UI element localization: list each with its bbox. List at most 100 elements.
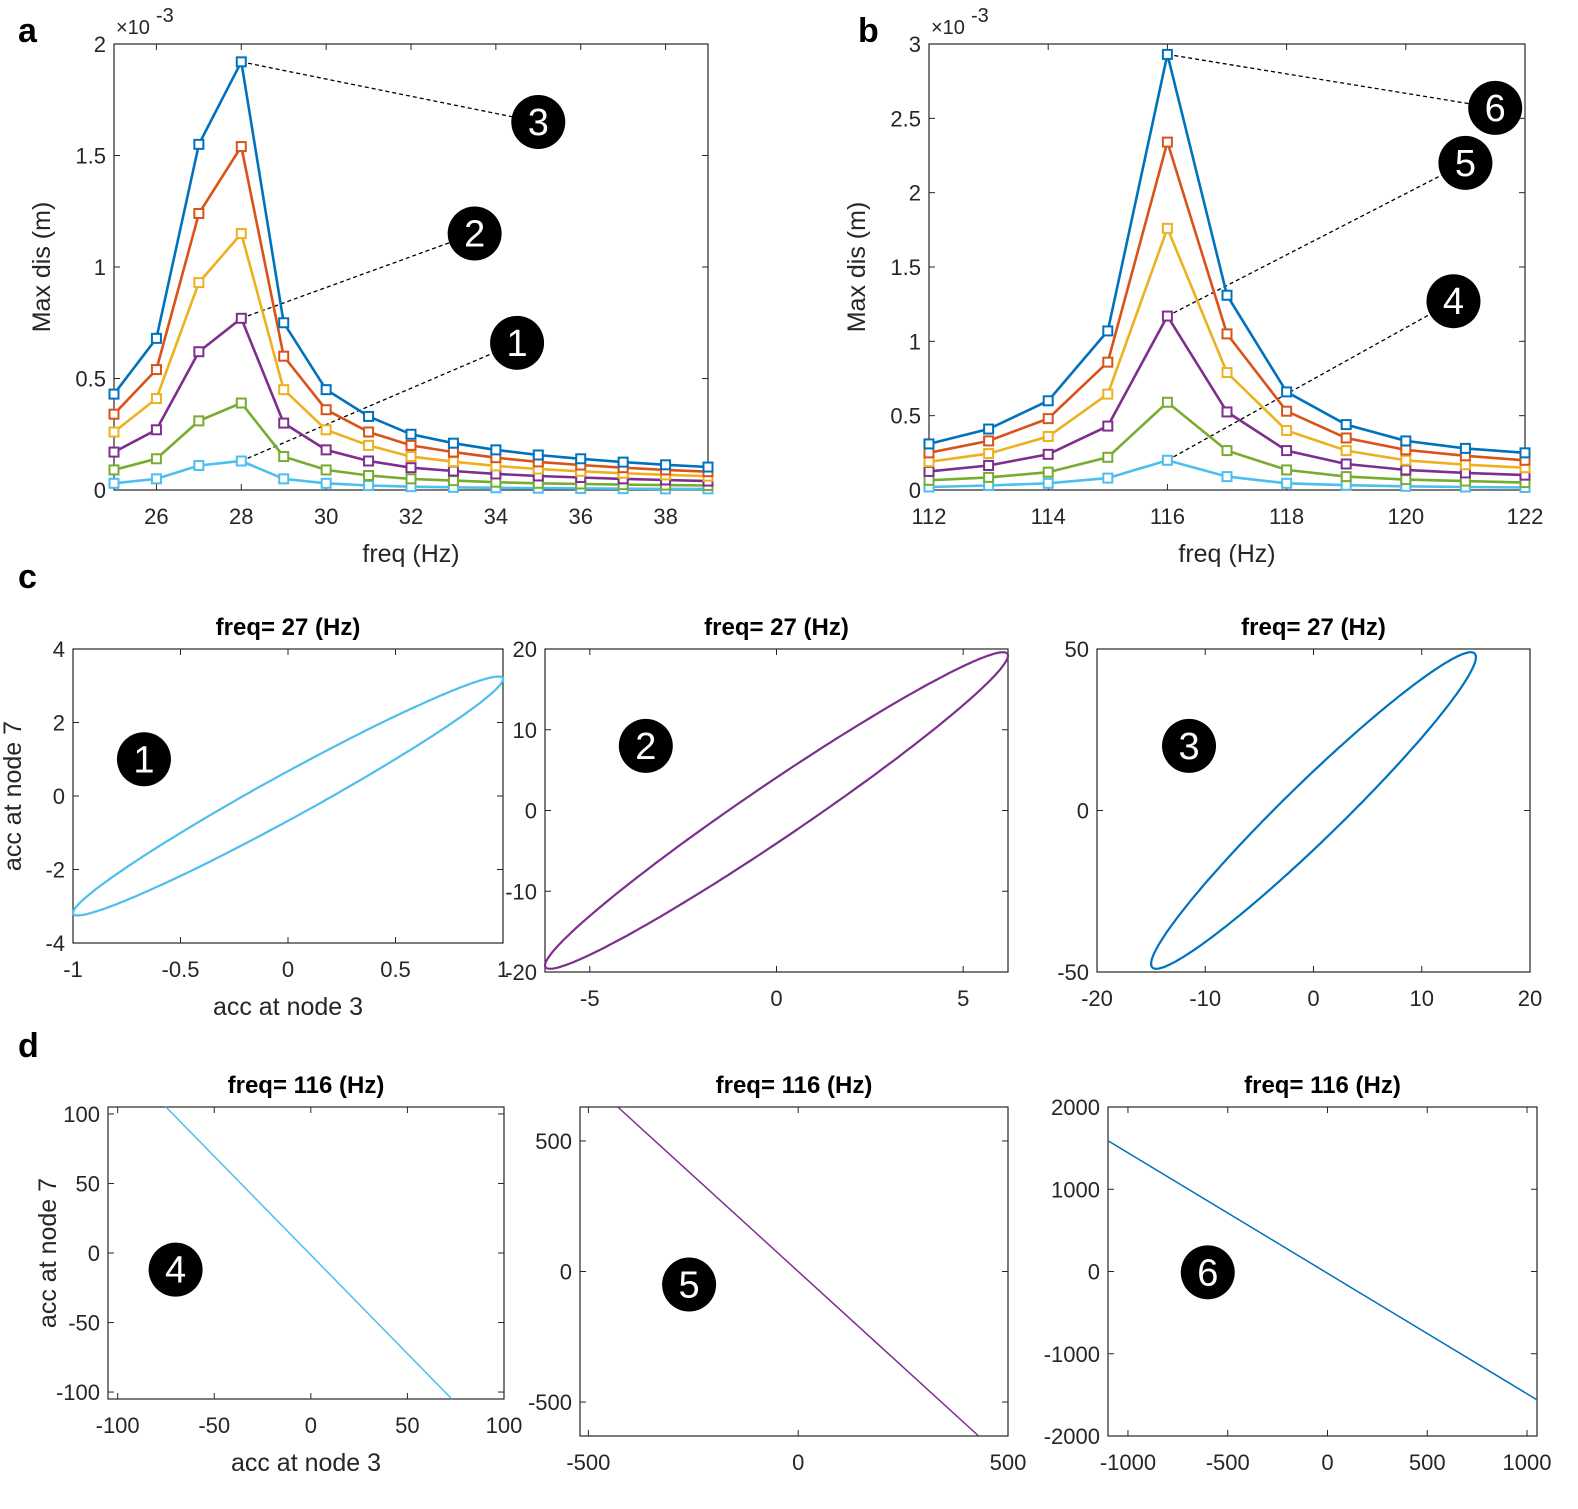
- plot-title: freq= 116 (Hz): [716, 1072, 873, 1099]
- x-tick-label: 116: [1150, 504, 1185, 529]
- data-point: [320, 477, 332, 489]
- data-point: [405, 439, 417, 451]
- data-point: [235, 228, 247, 240]
- data-point: [193, 415, 205, 427]
- y-tick-label: 1000: [1051, 1177, 1100, 1202]
- data-point: [363, 426, 375, 438]
- series-6: [923, 48, 1531, 459]
- data-point: [363, 439, 375, 451]
- y-tick-label: 2000: [1051, 1095, 1100, 1120]
- data-point: [108, 464, 120, 476]
- badge-circle: [1438, 135, 1493, 190]
- y-tick-label: 2: [53, 711, 65, 736]
- badge-circle: [618, 718, 673, 773]
- x-tick-label: -20: [1081, 986, 1113, 1011]
- data-point: [405, 462, 417, 474]
- y-tick-label: -500: [528, 1390, 572, 1415]
- phase-line: [165, 1106, 453, 1400]
- y-tick-label: -10: [505, 879, 537, 904]
- plot-title: freq= 27 (Hz): [1241, 614, 1386, 641]
- x-tick-label: -10: [1189, 986, 1221, 1011]
- data-point: [235, 397, 247, 409]
- x-tick-label: 30: [314, 504, 338, 529]
- data-point: [1400, 464, 1412, 476]
- callout-badge-3: 3: [511, 95, 566, 150]
- y-tick-label: 0: [94, 478, 106, 503]
- panel-d3: -1000 -500 0 500 1000-2000-1000010002000freq…: [1044, 1072, 1552, 1475]
- x-tick-label: -50: [198, 1413, 230, 1438]
- data-point: [1281, 477, 1293, 489]
- data-point: [1161, 454, 1173, 466]
- callout-line-2: [241, 232, 475, 319]
- y-axis-label: acc at node 7: [0, 721, 27, 871]
- badge-number: 1: [507, 323, 528, 365]
- plot-badge-3: 3: [1162, 718, 1217, 773]
- data-point: [447, 456, 459, 468]
- x-tick-label: 0: [282, 957, 294, 982]
- y-tick-label: 1.5: [75, 144, 106, 169]
- badge-number: 5: [1455, 143, 1476, 185]
- data-point: [1161, 310, 1173, 322]
- data-point: [320, 444, 332, 456]
- data-point: [150, 473, 162, 485]
- phase-loop: [1149, 651, 1478, 970]
- callout-line-3: [241, 61, 539, 123]
- y-tick-label: 0: [1077, 799, 1089, 824]
- data-point: [1102, 325, 1114, 337]
- panel-label-b: b: [858, 12, 879, 50]
- callout-badge-2: 2: [447, 206, 502, 261]
- data-point: [447, 446, 459, 458]
- y-tick-label: 1: [94, 255, 106, 280]
- data-point: [1400, 444, 1412, 456]
- data-point: [1102, 388, 1114, 400]
- y-tick-label: 0: [909, 478, 921, 503]
- data-point: [923, 456, 935, 468]
- y-tick-label: 2: [94, 32, 106, 57]
- data-point: [278, 384, 290, 396]
- data-point: [1042, 395, 1054, 407]
- data-point: [447, 475, 459, 487]
- data-point: [1221, 328, 1233, 340]
- y-tick-label: 50: [76, 1171, 100, 1196]
- callout-badge-5: 5: [1438, 135, 1493, 190]
- series-line: [112, 57, 709, 469]
- data-point: [1221, 367, 1233, 379]
- exponent-power: -3: [971, 5, 989, 27]
- data-point: [447, 437, 459, 449]
- y-tick-label: -50: [1057, 960, 1089, 985]
- x-tick-label: 500: [990, 1450, 1027, 1475]
- data-point: [532, 449, 544, 461]
- x-tick-label: -1: [63, 957, 83, 982]
- data-point: [108, 477, 120, 489]
- y-tick-label: -2000: [1044, 1424, 1100, 1449]
- y-tick-label: -4: [45, 931, 65, 956]
- data-point: [490, 444, 502, 456]
- data-point: [278, 417, 290, 429]
- y-tick-label: -2: [45, 858, 65, 883]
- x-tick-label: 32: [399, 504, 423, 529]
- data-point: [108, 408, 120, 420]
- data-point: [320, 404, 332, 416]
- callout-line-6: [1167, 53, 1496, 109]
- y-tick-label: -50: [68, 1311, 100, 1336]
- x-tick-label: 26: [144, 504, 168, 529]
- exponent-power: -3: [156, 5, 174, 27]
- callout-badge-1: 1: [490, 315, 545, 370]
- plot-badge-4: 4: [148, 1242, 203, 1297]
- exponent-label: ×10: [116, 17, 150, 39]
- data-point: [235, 141, 247, 153]
- data-point: [235, 312, 247, 324]
- plot-badge-5: 5: [662, 1257, 717, 1312]
- data-point: [1042, 466, 1054, 478]
- panel-d1: d -100 -50 0 50 100 -100 -50 0 50 100 acc at node 3…: [18, 1027, 522, 1477]
- callout-badge-4: 4: [1426, 274, 1481, 329]
- x-tick-label: 10: [1410, 986, 1434, 1011]
- series-line: [928, 54, 1526, 455]
- data-point: [1161, 222, 1173, 234]
- axes-box: [72, 648, 504, 944]
- data-point: [1281, 445, 1293, 457]
- y-tick-label: 0.5: [75, 367, 106, 392]
- y-tick-label: 10: [513, 718, 537, 743]
- y-tick-label: 3: [909, 32, 921, 57]
